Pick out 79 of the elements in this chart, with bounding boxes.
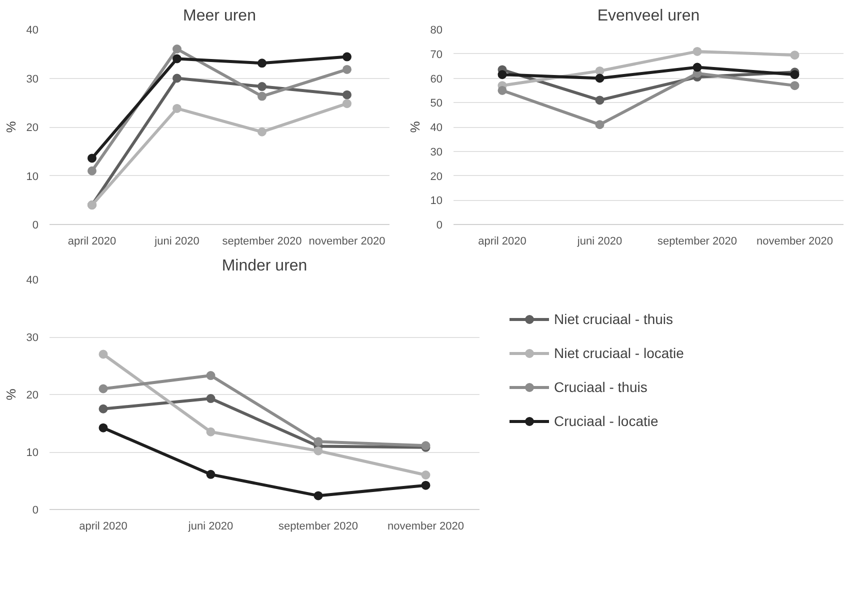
point bbox=[206, 427, 216, 436]
point bbox=[258, 127, 266, 136]
point bbox=[790, 81, 800, 90]
y-tick-label: 70 bbox=[430, 48, 443, 61]
point bbox=[172, 74, 182, 83]
y-tick-label: 20 bbox=[26, 390, 39, 402]
point bbox=[88, 154, 96, 163]
x-tick-label: september 2020 bbox=[658, 236, 737, 248]
y-tick-label: 0 bbox=[32, 220, 39, 232]
point bbox=[342, 52, 352, 62]
y-tick-label: 20 bbox=[430, 170, 443, 183]
y-tick-label: 40 bbox=[26, 24, 39, 36]
point bbox=[98, 404, 108, 414]
point bbox=[314, 491, 323, 500]
legend-label: Niet cruciaal - thuis bbox=[554, 310, 674, 327]
x-tick-label: april 2020 bbox=[478, 236, 526, 248]
point bbox=[314, 437, 323, 446]
y-tick-label: 30 bbox=[26, 332, 39, 344]
point bbox=[206, 470, 216, 479]
point bbox=[692, 62, 702, 72]
y-tick-label: 10 bbox=[430, 195, 443, 208]
point bbox=[206, 371, 216, 380]
point bbox=[790, 50, 800, 60]
y-tick-label: 20 bbox=[26, 122, 39, 134]
y-axis-title: % bbox=[407, 120, 422, 133]
point bbox=[172, 44, 182, 54]
chart-title: Evenveel uren bbox=[597, 8, 700, 24]
point bbox=[258, 92, 266, 101]
point bbox=[342, 99, 352, 108]
x-tick-label: juni 2020 bbox=[576, 236, 622, 248]
legend-label: Cruciaal - thuis bbox=[554, 378, 648, 395]
chart-title: Meer uren bbox=[183, 8, 256, 24]
x-tick-label: juni 2020 bbox=[187, 520, 234, 532]
point bbox=[98, 384, 108, 394]
point bbox=[98, 423, 108, 432]
y-tick-label: 40 bbox=[26, 274, 39, 286]
point bbox=[172, 54, 182, 64]
y-tick-label: 50 bbox=[430, 98, 443, 110]
point bbox=[342, 90, 352, 100]
y-tick-label: 0 bbox=[436, 220, 443, 232]
x-tick-label: april 2020 bbox=[79, 520, 128, 532]
point bbox=[98, 350, 108, 359]
x-tick-label: juni 2020 bbox=[154, 236, 200, 248]
chart-title: Minder uren bbox=[222, 258, 308, 274]
y-tick-label: 60 bbox=[430, 73, 443, 86]
x-tick-label: september 2020 bbox=[222, 236, 302, 248]
point bbox=[421, 480, 430, 490]
x-tick-label: november 2020 bbox=[756, 236, 833, 248]
y-tick-label: 10 bbox=[26, 170, 39, 183]
point bbox=[595, 96, 604, 105]
y-axis-title: % bbox=[3, 388, 18, 400]
y-tick-label: 30 bbox=[26, 73, 39, 86]
point bbox=[595, 74, 604, 83]
point bbox=[88, 166, 96, 176]
y-tick-label: 80 bbox=[430, 24, 443, 36]
x-tick-label: september 2020 bbox=[278, 520, 358, 532]
point bbox=[421, 470, 430, 480]
point bbox=[790, 70, 800, 80]
point bbox=[498, 70, 507, 80]
point bbox=[692, 46, 702, 56]
point bbox=[342, 64, 352, 74]
y-tick-label: 10 bbox=[26, 447, 39, 459]
y-axis-title: % bbox=[3, 120, 18, 133]
point bbox=[498, 86, 507, 95]
legend-label: Niet cruciaal - locatie bbox=[554, 344, 684, 361]
point bbox=[314, 446, 323, 456]
x-tick-label: november 2020 bbox=[388, 520, 464, 532]
point bbox=[258, 82, 266, 92]
point bbox=[258, 58, 266, 68]
y-tick-label: 30 bbox=[430, 146, 443, 158]
y-tick-label: 0 bbox=[32, 504, 39, 516]
legend-label: Cruciaal - locatie bbox=[554, 412, 658, 429]
x-tick-label: april 2020 bbox=[68, 236, 116, 248]
point bbox=[595, 66, 604, 76]
y-tick-label: 40 bbox=[430, 122, 443, 134]
x-tick-label: november 2020 bbox=[308, 236, 386, 248]
point bbox=[595, 120, 604, 130]
point bbox=[172, 104, 182, 113]
point bbox=[206, 394, 216, 404]
